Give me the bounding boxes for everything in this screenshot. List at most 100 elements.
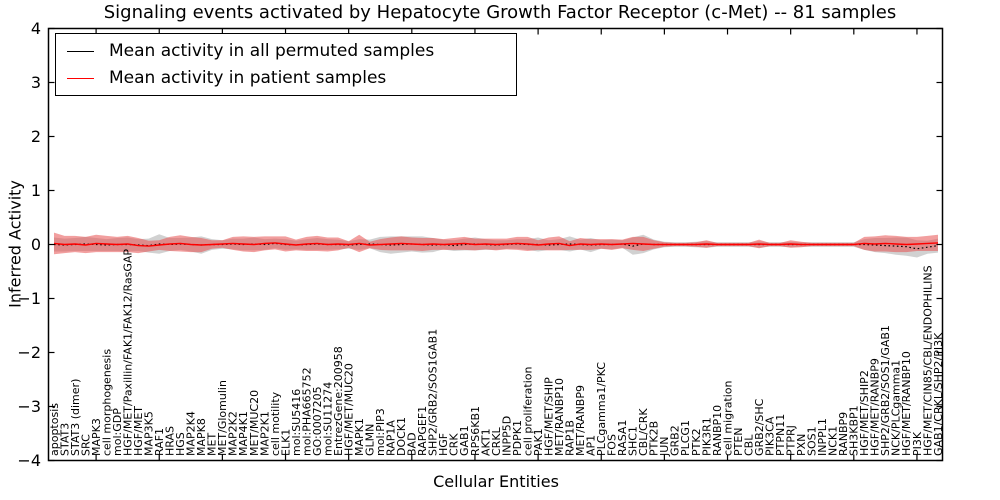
legend-label-patient: Mean activity in patient samples <box>109 68 387 88</box>
x-category-label: PI3K <box>911 431 924 456</box>
x-category-label: MET <box>206 433 219 456</box>
x-category-label: SHP2/GRB2/SOS1/GAB1 <box>879 325 892 456</box>
x-category-label: ELK1 <box>279 429 292 456</box>
x-category-label: RAF1 <box>153 428 166 456</box>
x-category-label: PTPRJ <box>784 425 797 456</box>
x-category-label: MET/RANBP10 <box>553 378 566 456</box>
x-category-label: JUN <box>658 436 671 457</box>
x-category-label: MET/MUC20 <box>248 390 261 456</box>
x-category-label: RANBP10 <box>711 405 724 456</box>
x-category-label: PXN <box>795 434 808 456</box>
x-category-label: PDPK1 <box>511 420 524 456</box>
legend: Mean activity in all permuted samples Me… <box>55 33 517 96</box>
x-category-label: SHP2/GRB2/SOS1GAB1 <box>427 329 440 456</box>
patient-std-band <box>54 232 938 255</box>
x-category-label: cell migration <box>721 380 734 456</box>
x-category-label: PIK3CA <box>763 416 776 456</box>
x-category-label: DOCK1 <box>395 417 408 456</box>
y-tick-label: −4 <box>17 451 41 470</box>
x-category-label: HRAS <box>164 426 177 456</box>
x-category-label: MET/RANBP9 <box>574 385 587 456</box>
x-category-label: RAP1B <box>563 420 576 456</box>
x-category-label: PTK2 <box>690 428 703 456</box>
x-category-label: NCK1 <box>827 426 840 456</box>
x-category-label: MAPK1 <box>353 418 366 456</box>
x-category-label: HGF/MET <box>132 406 145 456</box>
x-category-label: MAPK8 <box>195 418 208 456</box>
x-category-label: mol:GDP <box>111 408 124 456</box>
legend-label-permuted: Mean activity in all permuted samples <box>109 41 435 61</box>
x-category-label: PLCG1 <box>679 420 692 456</box>
x-category-label: INPP5D <box>500 416 513 456</box>
x-category-label: PLCgamma1/PKC <box>595 362 608 456</box>
x-category-label: SRC <box>79 434 92 456</box>
x-category-label: HGF/MET/CIN85/CBL/ENDOPHILINS <box>921 265 934 456</box>
x-category-label: STAT3 (dimer) <box>69 379 82 456</box>
x-category-label: MAP3K5 <box>143 411 156 456</box>
x-category-label: PIK3R1 <box>700 417 713 456</box>
x-category-label: PTEN <box>732 427 745 456</box>
x-category-label: PTK2B <box>648 421 661 456</box>
x-category-label: RAP1A <box>385 420 398 456</box>
y-tick-label: 2 <box>31 127 41 146</box>
legend-line-permuted-icon <box>67 50 94 52</box>
x-category-label: GRB2 <box>669 425 682 456</box>
x-category-label: GLMN <box>364 424 377 456</box>
x-category-label: STAT3 <box>58 423 71 456</box>
x-category-label: EntrezGene:200958 <box>332 346 345 456</box>
x-category-label: SH3KBP1 <box>848 405 861 456</box>
x-category-label: INPPL1 <box>816 418 829 456</box>
x-category-label: AKT1 <box>479 428 492 456</box>
x-category-label: HGS <box>174 432 187 456</box>
x-category-label: BAD <box>406 432 419 456</box>
chart-title: Signaling events activated by Hepatocyte… <box>103 2 897 23</box>
x-category-label: MET/Glomulin <box>216 380 229 456</box>
x-category-label: RAPGEF1 <box>416 406 429 456</box>
x-category-label: SOS1 <box>806 426 819 456</box>
x-category-label: CBL <box>742 434 755 456</box>
x-category-label: HGF/MET/Paxillin/FAK1/FAK12/RasGAP <box>121 249 134 456</box>
patient-mean-line <box>53 242 939 247</box>
x-category-label: MAP2K4 <box>185 411 198 456</box>
x-category-label: GO:0007205 <box>311 386 324 456</box>
x-category-label: FOS <box>606 434 619 456</box>
x-category-label: HGF/MET/RANBP10 <box>900 351 913 456</box>
x-category-label: mol:PHA665752 <box>300 367 313 456</box>
y-tick-label: 1 <box>31 181 41 200</box>
x-category-label: NCK/PLCgamma1 <box>890 360 903 456</box>
y-tick-label: −3 <box>17 397 41 416</box>
x-category-label: mol:SU11274 <box>321 382 334 456</box>
x-category-label: PTPN11 <box>774 414 787 456</box>
y-tick-label: 4 <box>31 19 41 38</box>
x-category-label: MAPK3 <box>90 418 103 456</box>
legend-item-patient: Mean activity in patient samples <box>67 68 516 88</box>
legend-line-patient-icon <box>67 77 94 79</box>
x-category-label: MAP2K2 <box>227 411 240 456</box>
x-category-label: apoptosis <box>48 403 61 456</box>
x-category-label: RPS6KB1 <box>469 406 482 456</box>
x-category-label: HGF/MET/SHIP <box>542 377 555 456</box>
x-category-label: MAP4K1 <box>237 411 250 456</box>
legend-item-permuted: Mean activity in all permuted samples <box>67 41 516 61</box>
y-axis-label: Inferred Activity <box>5 180 25 308</box>
x-category-label: CBL/CRK <box>637 408 650 456</box>
x-category-label: CRKL <box>490 426 503 456</box>
y-tick-label: 3 <box>31 73 41 92</box>
x-category-label: PAK1 <box>532 428 545 456</box>
x-category-label: HGF <box>437 433 450 456</box>
x-category-label: RANBP9 <box>837 412 850 456</box>
x-category-label: cell morphogenesis <box>100 349 113 456</box>
x-category-label: GAB1/CRKL/SHP2/PI3K <box>932 332 945 456</box>
y-tick-label: −1 <box>17 289 41 308</box>
x-category-label: cell proliferation <box>521 366 534 456</box>
x-axis-label: Cellular Entities <box>433 472 559 491</box>
x-category-label: mol:SU5416 <box>290 389 303 456</box>
x-category-label: CRK <box>448 433 461 456</box>
x-category-label: AP1 <box>585 435 598 456</box>
x-category-label: GRB2/SHC <box>753 398 766 456</box>
x-category-label: GAB1 <box>458 425 471 456</box>
x-category-label: MAP2K1 <box>258 411 271 456</box>
x-category-label: SHC1 <box>627 426 640 456</box>
